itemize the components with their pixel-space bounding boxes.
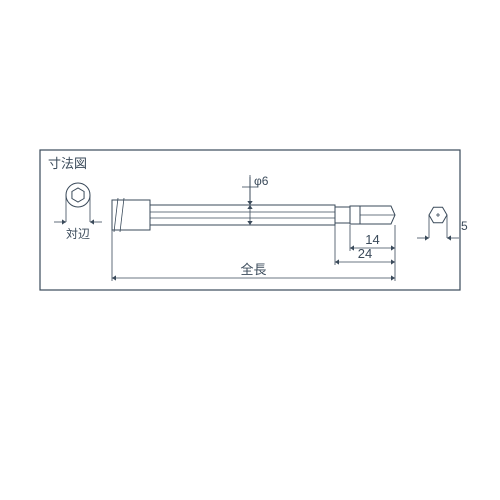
svg-text:対辺: 対辺 bbox=[66, 227, 90, 241]
svg-text:5: 5 bbox=[461, 219, 468, 233]
svg-text:φ6: φ6 bbox=[254, 174, 269, 188]
socket-end-outer bbox=[66, 183, 90, 207]
title: 寸法図 bbox=[48, 156, 87, 171]
svg-text:14: 14 bbox=[365, 232, 379, 247]
shaft bbox=[150, 205, 335, 225]
svg-text:全長: 全長 bbox=[240, 262, 266, 277]
svg-text:24: 24 bbox=[358, 246, 372, 261]
